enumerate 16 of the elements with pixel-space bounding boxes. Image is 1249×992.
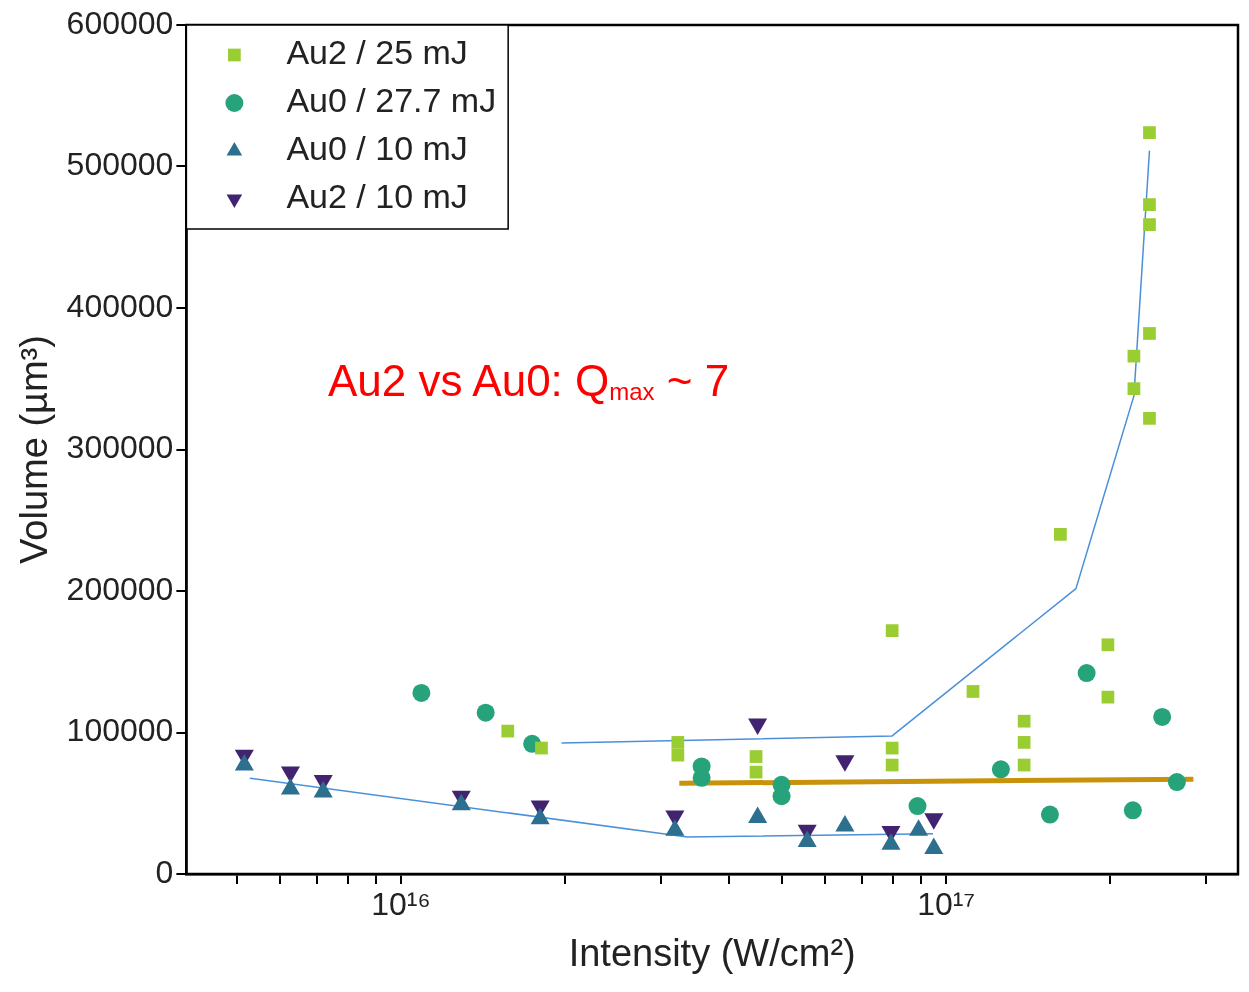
- x-tick-label: 10¹⁷: [917, 886, 976, 923]
- y-tick-label: 0: [155, 853, 174, 890]
- legend-label: Au0 / 27.7 mJ: [286, 81, 497, 120]
- y-tick-label: 500000: [66, 146, 174, 183]
- legend-label: Au2 / 25 mJ: [286, 33, 468, 72]
- y-tick-label: 100000: [66, 712, 174, 749]
- x-tick-label: 10¹⁶: [371, 886, 431, 923]
- x-axis-title: Intensity (W/cm²): [568, 931, 856, 974]
- legend-label: Au0 / 10 mJ: [286, 129, 468, 168]
- y-axis-title: Volume (µm³): [13, 335, 56, 564]
- y-tick-label: 400000: [66, 287, 174, 324]
- y-tick-label: 300000: [66, 429, 174, 466]
- y-tick-label: 600000: [66, 4, 174, 41]
- y-tick-label: 200000: [66, 570, 174, 607]
- legend-label: Au2 / 10 mJ: [286, 177, 468, 216]
- annotation: Au2 vs Au0: Q$_{max}$ ~ 7: [328, 356, 730, 406]
